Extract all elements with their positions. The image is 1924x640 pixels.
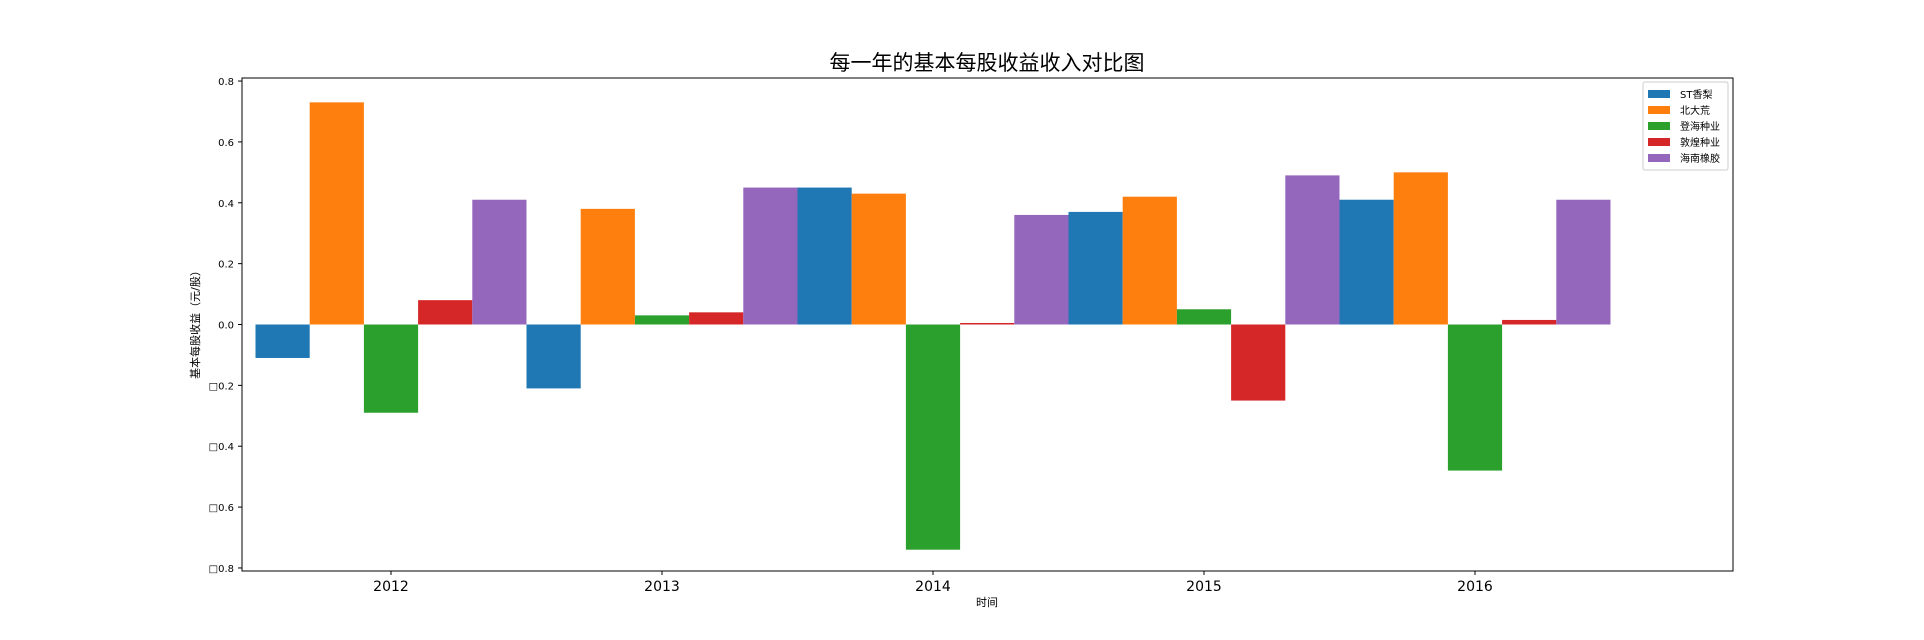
y-tick-label: 0.8 <box>218 77 234 88</box>
bar-group <box>255 102 1611 550</box>
legend-box <box>1642 81 1729 171</box>
legend-label: ST香梨 <box>1680 88 1712 101</box>
bar-2-2015 <box>1122 196 1177 325</box>
y-tick-label: □0.4 <box>209 442 234 453</box>
bar-1-2013 <box>526 324 581 389</box>
bar-2-2014 <box>851 193 906 325</box>
bar-1-2012 <box>255 324 310 358</box>
y-tick-label: 0.2 <box>218 260 234 271</box>
x-tick-label: 2012 <box>373 579 409 595</box>
bar-5-2014 <box>1014 214 1069 325</box>
y-axis-label: 基本每股收益（元/股） <box>188 265 202 379</box>
bar-4-2015 <box>1231 324 1286 401</box>
y-tick-label: □0.6 <box>209 503 234 514</box>
bar-4-2013 <box>689 312 744 325</box>
bar-1-2016 <box>1339 199 1394 325</box>
bar-1-2014 <box>797 187 852 325</box>
y-tick-label: □0.2 <box>209 381 234 392</box>
bar-3-2012 <box>363 324 419 413</box>
legend-label: 登海种业 <box>1680 120 1720 133</box>
y-tick-label: 0.6 <box>218 138 234 149</box>
x-tick-label: 2015 <box>1186 579 1222 595</box>
y-tick-label: 0.4 <box>218 199 234 210</box>
bar-5-2012 <box>472 199 527 325</box>
bar-5-2016 <box>1556 199 1611 325</box>
bar-3-2013 <box>634 315 690 325</box>
x-tick-label: 2014 <box>915 579 951 595</box>
legend-swatch <box>1648 90 1670 98</box>
bar-5-2015 <box>1285 175 1340 325</box>
bar-2-2013 <box>580 208 635 325</box>
bar-4-2016 <box>1502 319 1557 325</box>
legend-swatch <box>1648 122 1670 130</box>
bar-4-2014 <box>960 322 1015 325</box>
bar-5-2013 <box>743 187 798 325</box>
x-tick-label: 2016 <box>1457 579 1493 595</box>
bar-3-2015 <box>1176 309 1232 325</box>
legend-label: 敦煌种业 <box>1680 136 1720 149</box>
x-tick-label: 2013 <box>644 579 680 595</box>
legend-swatch <box>1648 106 1670 114</box>
y-tick-label: 0.0 <box>218 321 234 332</box>
bar-2-2012 <box>309 102 364 325</box>
bar-4-2012 <box>418 300 473 325</box>
chart-title: 每一年的基本每股收益收入对比图 <box>830 51 1145 75</box>
legend-label: 北大荒 <box>1680 104 1710 117</box>
x-axis: 2012 2013 2014 2015 2016 <box>373 571 1493 595</box>
y-tick-label: □0.8 <box>209 564 234 575</box>
bar-2-2016 <box>1393 172 1448 325</box>
legend-label: 海南橡胶 <box>1680 152 1720 165</box>
bar-3-2014 <box>905 324 961 550</box>
bar-3-2016 <box>1447 324 1503 471</box>
legend-swatch <box>1648 154 1670 162</box>
y-axis: 0.8 0.6 0.4 0.2 0.0 □0.2 □0.4 □0.6 □0.8 <box>209 77 242 575</box>
bar-1-2015 <box>1068 211 1123 325</box>
legend-swatch <box>1648 138 1670 146</box>
x-axis-label: 时间 <box>976 596 998 609</box>
